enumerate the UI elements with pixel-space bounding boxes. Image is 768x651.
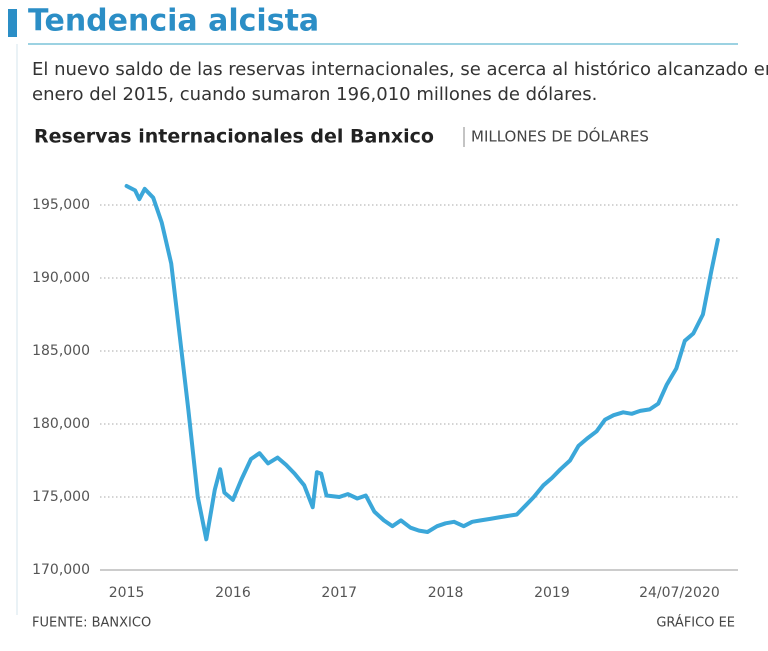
y-tick-label: 195,000 (32, 197, 90, 213)
unit-label: MILLONES DE DÓLARES (471, 127, 649, 146)
x-tick-label: 2017 (321, 585, 357, 601)
header-title: Tendencia alcista (28, 4, 319, 39)
title-marker (8, 9, 17, 37)
credit: GRÁFICO EE (656, 615, 735, 631)
x-tick-label: 24/07/2020 (639, 585, 720, 601)
data-line (124, 184, 720, 542)
source: FUENTE: BANXICO (32, 616, 151, 631)
x-tick-label: 2018 (428, 585, 464, 601)
y-tick-label: 175,000 (32, 489, 90, 505)
chart-title: Reservas internacionales del Banxico (34, 126, 434, 148)
y-tick-label: 170,000 (32, 562, 90, 578)
x-tick-label: 2015 (109, 585, 145, 601)
y-tick-label: 185,000 (32, 343, 90, 359)
x-tick-label: 2019 (534, 585, 570, 601)
subtitle: El nuevo saldo de las reservas internaci… (32, 59, 768, 105)
y-tick-label: 190,000 (32, 270, 90, 286)
x-tick-label: 2016 (215, 585, 251, 601)
y-tick-label: 180,000 (32, 416, 90, 432)
